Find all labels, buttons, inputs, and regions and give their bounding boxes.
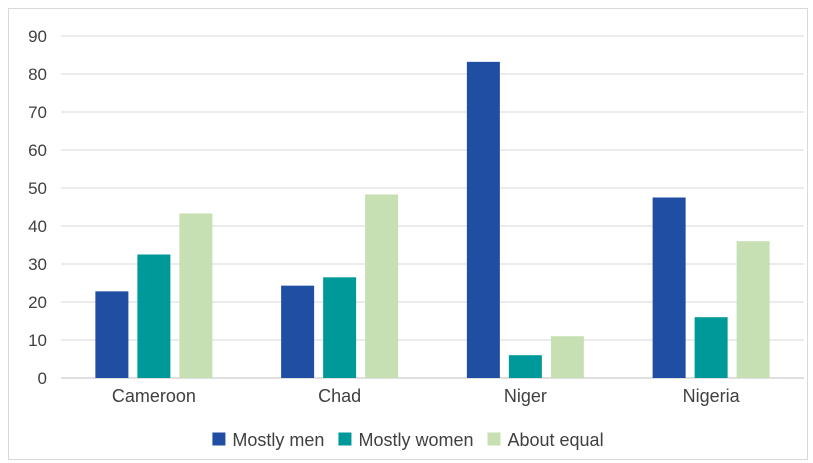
bar-nigeria-mostly-men [652,197,686,378]
y-tick-label: 30 [28,255,47,274]
legend-label: About equal [507,430,603,450]
bar-niger-about-equal [550,336,584,378]
bar-chart: 0 10 20 30 40 50 60 70 80 90 Cameroon Chad Niger Nig… [28,27,804,450]
y-tick-label: 40 [28,217,47,236]
chart-frame: 0 10 20 30 40 50 60 70 80 90 Cameroon Chad Niger Nig… [8,8,808,460]
bar-niger-mostly-men [466,61,500,379]
legend-item: Mostly women [338,430,473,450]
y-tick-label: 50 [28,179,47,198]
bar-cameroon-mostly-men [95,291,129,378]
legend-swatch [487,432,501,446]
x-axis-categories: Cameroon Chad Niger Nigeria [112,386,741,406]
legend-label: Mostly women [358,430,473,450]
y-axis-ticks: 0 10 20 30 40 50 60 70 80 90 [28,27,47,388]
x-category-label: Chad [318,386,361,406]
bars-layer [95,61,770,379]
legend: Mostly men Mostly women About equal [212,430,604,450]
bar-chad-mostly-men [281,285,315,378]
legend-swatch [338,432,352,446]
y-tick-label: 90 [28,27,47,46]
legend-item: About equal [487,430,604,450]
bar-nigeria-mostly-women [694,317,728,378]
y-tick-label: 0 [38,369,47,388]
bar-cameroon-about-equal [179,213,213,378]
legend-label: Mostly men [232,430,324,450]
y-tick-label: 60 [28,141,47,160]
y-tick-label: 80 [28,65,47,84]
y-tick-label: 70 [28,103,47,122]
legend-swatch [212,432,226,446]
y-tick-label: 10 [28,331,47,350]
grid-layer [61,35,804,379]
x-category-label: Nigeria [683,386,741,406]
x-category-label: Cameroon [112,386,196,406]
bar-cameroon-mostly-women [137,254,171,378]
bar-chad-mostly-women [323,277,357,378]
bar-niger-mostly-women [508,355,542,378]
x-category-label: Niger [504,386,547,406]
bar-nigeria-about-equal [736,241,770,378]
legend-item: Mostly men [212,430,324,450]
y-tick-label: 20 [28,293,47,312]
bar-chad-about-equal [365,194,399,378]
